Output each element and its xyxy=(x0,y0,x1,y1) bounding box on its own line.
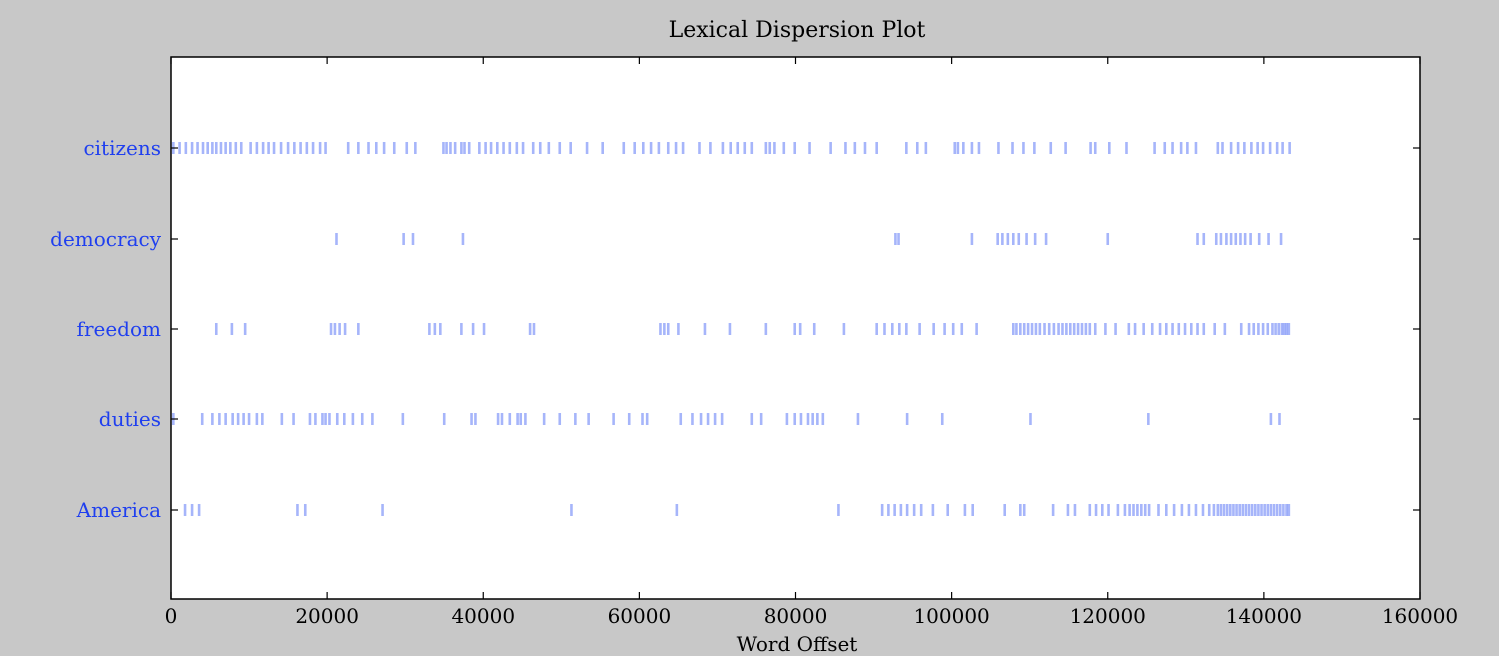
x-tick-label: 140000 xyxy=(1226,604,1302,628)
series-duties xyxy=(172,413,1281,425)
series-america xyxy=(183,504,1291,516)
x-tick-label: 160000 xyxy=(1382,604,1458,628)
x-tick-label: 0 xyxy=(165,604,178,628)
series-democracy xyxy=(335,233,1283,245)
y-tick-label: freedom xyxy=(77,317,161,341)
x-tick-label: 100000 xyxy=(913,604,989,628)
y-tick-label: America xyxy=(76,498,161,522)
x-tick-label: 120000 xyxy=(1070,604,1146,628)
series-freedom xyxy=(214,323,1291,335)
x-tick-label: 40000 xyxy=(451,604,515,628)
series-citizens xyxy=(172,142,1291,154)
x-tick-label: 60000 xyxy=(608,604,672,628)
dispersion-marks xyxy=(172,142,1291,516)
x-tick-label: 20000 xyxy=(295,604,359,628)
y-axis: citizens democracy freedom duties America xyxy=(50,136,1420,522)
plot-area xyxy=(171,57,1420,599)
y-tick-label: democracy xyxy=(50,227,162,251)
y-tick-label: citizens xyxy=(83,136,161,160)
chart-title: Lexical Dispersion Plot xyxy=(669,18,926,43)
x-axis-label: Word Offset xyxy=(737,632,858,656)
x-tick-label: 80000 xyxy=(764,604,828,628)
plot-frame xyxy=(170,56,1421,600)
x-axis: 0 20000 40000 60000 80000 100000 120000 140000 1… xyxy=(165,57,1458,628)
y-tick-label: duties xyxy=(99,407,161,431)
